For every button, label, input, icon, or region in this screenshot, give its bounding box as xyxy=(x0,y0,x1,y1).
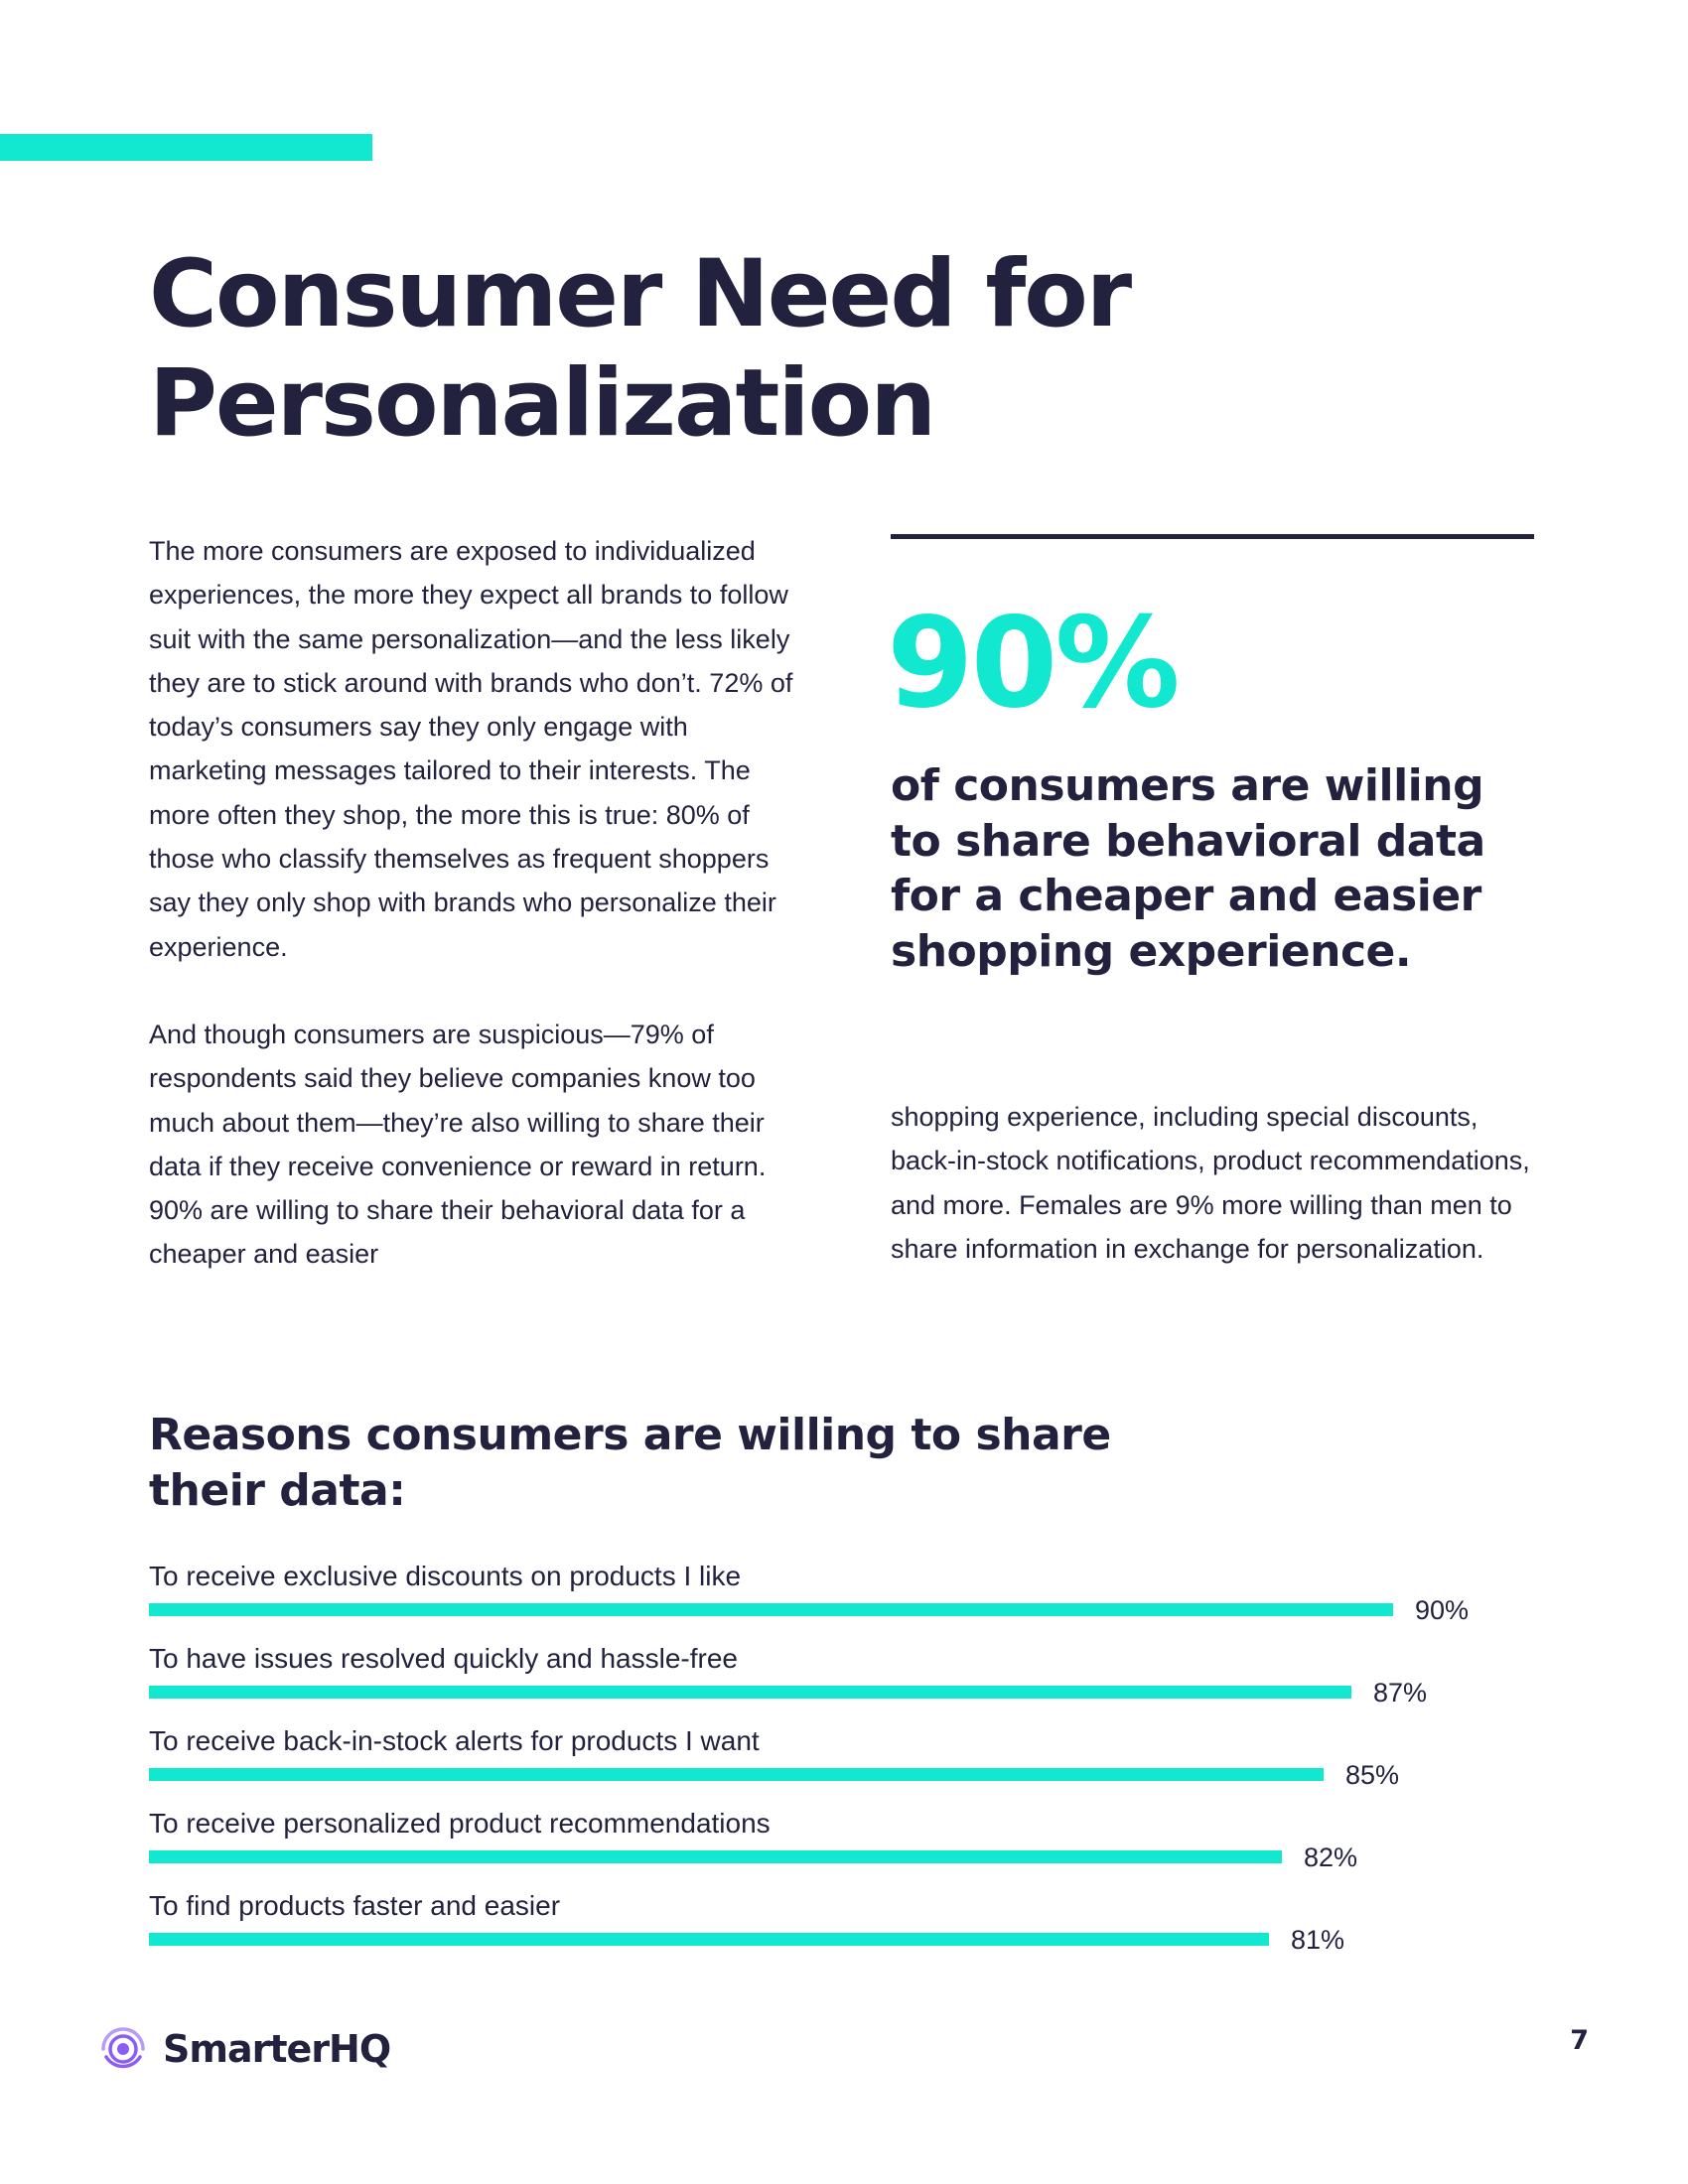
chart-title: Reasons consumers are willing to share t… xyxy=(149,1410,1111,1516)
bar-row: To find products faster and easier 81% xyxy=(149,1888,1539,1958)
body-paragraph-1: The more consumers are exposed to indivi… xyxy=(149,536,793,962)
bar xyxy=(149,1768,1324,1781)
bar xyxy=(149,1850,1282,1863)
callout-caption: of consumers are willing to share behavi… xyxy=(891,760,1485,977)
bar-label: To receive personalized product recommen… xyxy=(149,1808,771,1839)
bar-value-label: 82% xyxy=(1304,1843,1358,1872)
bar-chart: To receive exclusive discounts on produc… xyxy=(149,1559,1539,1956)
callout-divider xyxy=(891,534,1534,539)
bar-label: To have issues resolved quickly and hass… xyxy=(149,1643,738,1674)
bar-row: To receive exclusive discounts on produc… xyxy=(149,1559,1539,1628)
accent-bar xyxy=(0,134,372,161)
bar-value-label: 90% xyxy=(1415,1595,1470,1625)
page-title: Consumer Need for Personalization xyxy=(149,240,1132,458)
bar-value-label: 85% xyxy=(1345,1760,1400,1790)
bar-value-label: 87% xyxy=(1373,1678,1428,1707)
bar-label: To receive exclusive discounts on produc… xyxy=(149,1561,742,1591)
page-number: 7 xyxy=(1570,2025,1589,2056)
smarterhq-logo-icon xyxy=(101,2027,145,2069)
bar-value-label: 81% xyxy=(1291,1925,1345,1955)
body-paragraph-3: shopping experience, including special d… xyxy=(891,1102,1530,1264)
bar xyxy=(149,1603,1393,1616)
bar-label: To receive back-in-stock alerts for prod… xyxy=(149,1725,760,1756)
brand-name: SmarterHQ xyxy=(163,2027,391,2071)
body-paragraph-2: And though consumers are suspicious—79% … xyxy=(149,1019,767,1270)
bar-row: To have issues resolved quickly and hass… xyxy=(149,1641,1539,1710)
bar-label: To find products faster and easier xyxy=(149,1890,561,1921)
bar-row: To receive personalized product recommen… xyxy=(149,1806,1539,1875)
callout-stat: 90% xyxy=(887,590,1181,736)
bar-row: To receive back-in-stock alerts for prod… xyxy=(149,1723,1539,1793)
left-column: The more consumers are exposed to indivi… xyxy=(149,529,804,1277)
bar xyxy=(149,1686,1351,1699)
bar xyxy=(149,1933,1269,1946)
footer-logo: SmarterHQ xyxy=(97,2023,391,2075)
